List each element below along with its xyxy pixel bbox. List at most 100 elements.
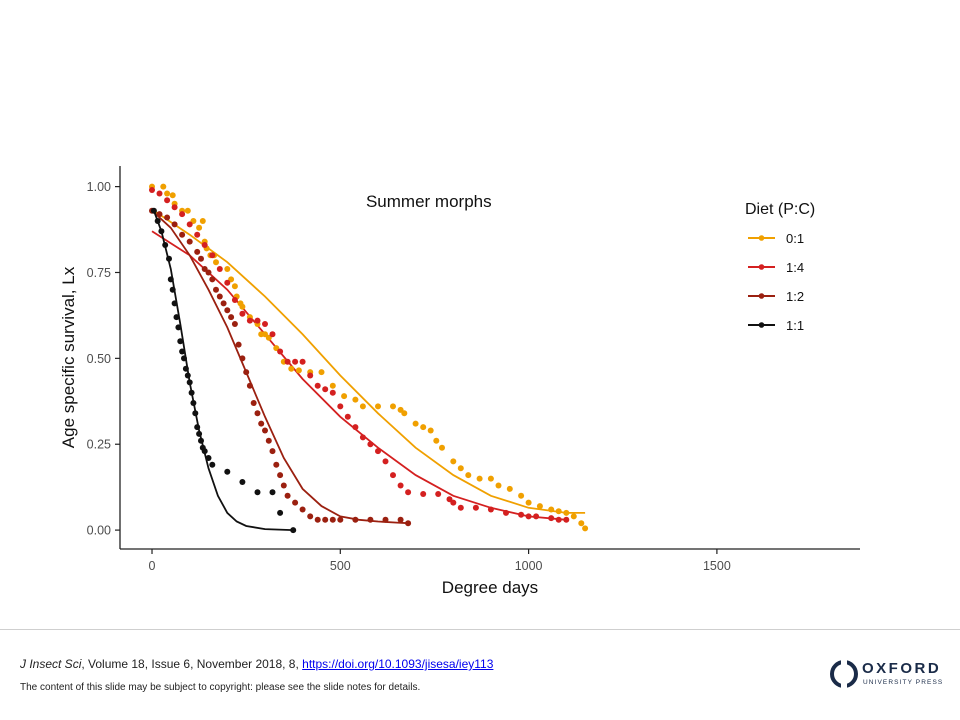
doi-link[interactable]: https://doi.org/10.1093/jisesa/iey113 xyxy=(302,657,494,671)
journal-name: J Insect Sci xyxy=(20,657,82,671)
data-point-0-1 xyxy=(213,259,219,266)
data-point-0-1 xyxy=(352,396,359,403)
data-point-1-4 xyxy=(156,190,163,197)
data-point-1-2 xyxy=(224,307,231,314)
data-point-1-4 xyxy=(548,515,555,522)
data-point-1-2 xyxy=(307,513,314,520)
footer-divider xyxy=(0,629,960,630)
data-point-1-2 xyxy=(239,355,246,362)
data-point-1-4 xyxy=(269,331,276,338)
data-point-1-2 xyxy=(258,420,265,427)
x-tick-label: 1000 xyxy=(515,559,543,573)
data-point-1-1 xyxy=(171,300,178,307)
data-point-1-2 xyxy=(250,400,257,406)
x-tick-label: 1500 xyxy=(703,559,731,573)
data-point-1-4 xyxy=(307,372,314,379)
legend-label: 0:1 xyxy=(786,231,804,246)
data-point-0-1 xyxy=(401,410,408,417)
legend-key-point xyxy=(758,293,765,299)
data-point-1-2 xyxy=(171,221,178,228)
chart-title: Summer morphs xyxy=(366,192,492,211)
data-point-1-1 xyxy=(177,338,184,345)
data-point-1-2 xyxy=(201,266,208,272)
data-point-1-4 xyxy=(390,472,396,479)
data-point-1-2 xyxy=(254,410,261,417)
data-point-1-4 xyxy=(239,310,246,317)
data-point-1-4 xyxy=(367,441,374,448)
data-point-1-1 xyxy=(150,207,157,214)
data-point-0-1 xyxy=(239,303,246,310)
y-tick-label: 0.00 xyxy=(87,524,111,538)
data-point-1-1 xyxy=(158,228,165,235)
data-point-1-2 xyxy=(397,516,404,523)
data-point-0-1 xyxy=(548,506,555,513)
data-point-1-1 xyxy=(162,242,169,248)
data-point-1-4 xyxy=(262,321,268,327)
data-point-1-2 xyxy=(205,269,212,276)
legend-key-point xyxy=(758,322,765,328)
data-point-1-1 xyxy=(169,286,176,293)
data-point-0-1 xyxy=(231,283,238,290)
data-point-1-2 xyxy=(277,472,284,479)
data-point-1-4 xyxy=(186,221,193,228)
data-point-1-4 xyxy=(563,516,570,523)
data-point-1-1 xyxy=(290,527,297,534)
legend-key-point xyxy=(758,235,765,241)
legend-key-point xyxy=(758,264,765,270)
data-point-1-2 xyxy=(179,231,186,238)
data-point-1-4 xyxy=(435,491,442,497)
data-point-1-1 xyxy=(224,468,231,475)
data-point-1-1 xyxy=(192,410,199,417)
data-point-0-1 xyxy=(495,482,502,489)
data-point-1-1 xyxy=(196,430,203,437)
copyright-notice: The content of this slide may be subject… xyxy=(20,682,421,693)
data-point-1-4 xyxy=(472,504,479,511)
legend-label: 1:2 xyxy=(786,289,804,304)
y-axis-title: Age specific survival, Lx xyxy=(59,266,78,448)
data-point-0-1 xyxy=(184,207,191,214)
data-point-0-1 xyxy=(375,403,381,410)
data-point-1-2 xyxy=(216,293,223,300)
data-point-1-2 xyxy=(213,286,219,293)
x-axis-title: Degree days xyxy=(442,578,538,597)
data-point-1-2 xyxy=(299,506,306,513)
legend-label: 1:4 xyxy=(786,260,804,275)
data-point-0-1 xyxy=(196,224,203,231)
data-point-1-4 xyxy=(277,348,284,355)
data-point-0-1 xyxy=(318,369,325,376)
data-point-1-1 xyxy=(186,379,193,386)
data-point-1-1 xyxy=(190,400,197,406)
data-point-1-2 xyxy=(164,214,171,221)
data-point-0-1 xyxy=(439,444,445,451)
data-point-1-2 xyxy=(382,516,389,523)
data-point-1-2 xyxy=(292,499,299,506)
data-point-1-2 xyxy=(156,211,163,218)
data-point-0-1 xyxy=(578,520,585,527)
data-point-1-4 xyxy=(533,513,540,520)
y-tick-label: 0.25 xyxy=(87,438,111,452)
data-point-1-4 xyxy=(555,516,562,523)
citation-details: , Volume 18, Issue 6, November 2018, 8, xyxy=(81,657,303,671)
citation: J Insect Sci, Volume 18, Issue 6, Novemb… xyxy=(20,657,493,671)
data-point-1-1 xyxy=(167,276,174,283)
data-point-0-1 xyxy=(582,525,589,532)
data-point-1-4 xyxy=(487,506,494,513)
data-point-1-1 xyxy=(269,489,276,496)
data-point-1-2 xyxy=(329,516,336,523)
data-point-1-4 xyxy=(171,204,178,211)
data-point-1-4 xyxy=(164,197,171,204)
data-point-1-2 xyxy=(262,427,268,434)
data-point-1-2 xyxy=(235,341,242,348)
data-point-1-2 xyxy=(280,482,287,489)
legend-title: Diet (P:C) xyxy=(745,201,815,218)
data-point-0-1 xyxy=(457,465,464,472)
data-point-1-2 xyxy=(405,520,412,527)
data-point-1-4 xyxy=(322,386,329,393)
data-point-1-1 xyxy=(205,455,212,461)
fit-line-1-4 xyxy=(151,230,567,521)
data-point-1-4 xyxy=(224,279,231,286)
data-point-1-1 xyxy=(181,355,187,362)
data-point-1-1 xyxy=(179,348,186,355)
data-point-1-4 xyxy=(329,389,336,396)
data-point-0-1 xyxy=(390,403,396,410)
